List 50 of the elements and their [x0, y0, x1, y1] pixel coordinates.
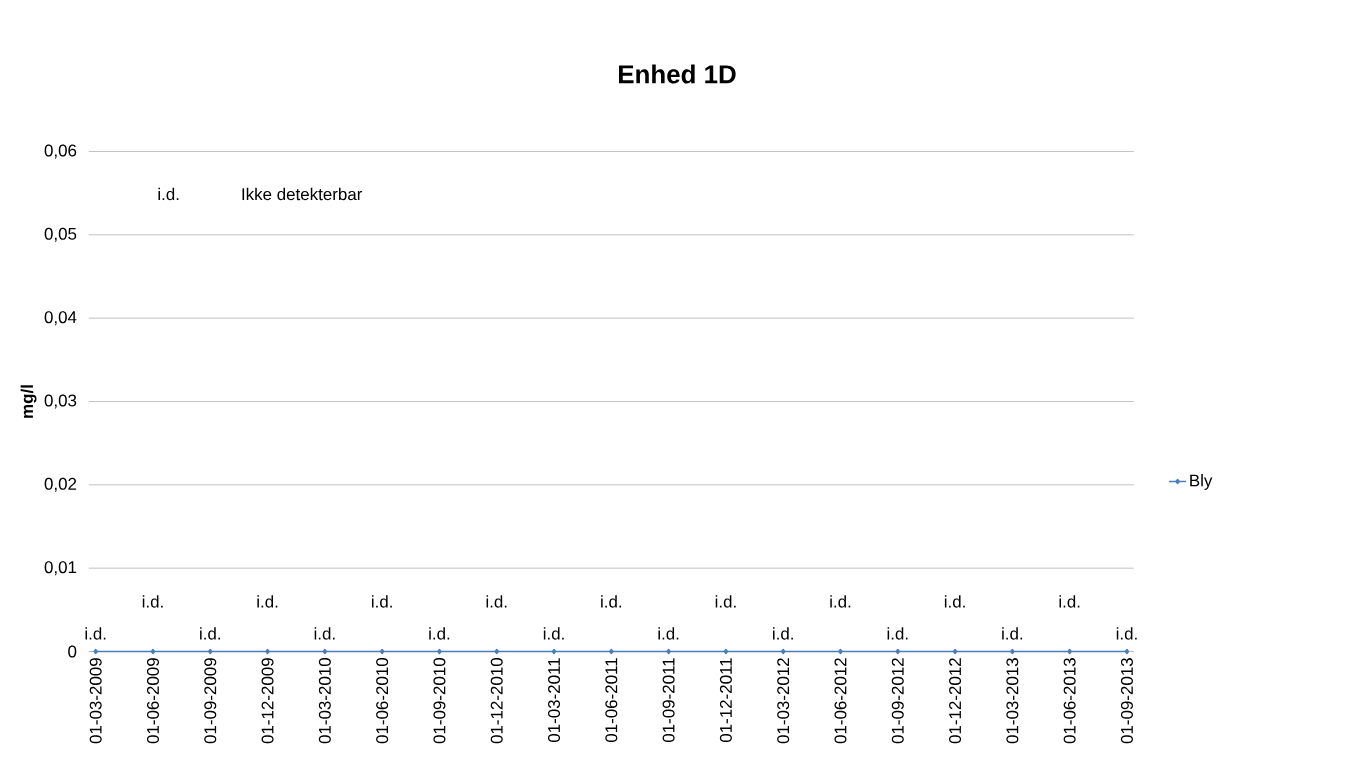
- x-tick-label: 01-06-2012: [834, 658, 847, 744]
- y-tick-label: 0,06: [44, 144, 77, 159]
- x-tick-label: 01-03-2012: [777, 658, 790, 744]
- x-tick-label: 01-09-2009: [204, 658, 217, 744]
- x-tick-label: 01-06-2011: [605, 658, 618, 743]
- data-label: i.d.: [887, 627, 908, 640]
- x-tick-label: 01-12-2011: [719, 658, 732, 743]
- x-tick-label: 01-12-2009: [261, 658, 274, 744]
- data-label: i.d.: [429, 627, 450, 640]
- data-label: i.d.: [200, 627, 221, 640]
- data-label: i.d.: [1059, 595, 1080, 608]
- data-label: i.d.: [601, 595, 622, 608]
- data-label: i.d.: [314, 627, 335, 640]
- x-tick-label: 01-03-2010: [318, 658, 331, 744]
- y-tick-label: 0,04: [44, 311, 77, 326]
- y-axis-title: mg/l: [20, 385, 37, 418]
- data-label: i.d.: [486, 595, 507, 608]
- y-tick-label: 0,02: [44, 477, 77, 492]
- data-label: i.d.: [257, 595, 278, 608]
- data-label: i.d.: [142, 595, 163, 608]
- x-tick-label: 01-03-2011: [548, 658, 561, 743]
- data-label: i.d.: [85, 627, 106, 640]
- data-label: i.d.: [1116, 627, 1137, 640]
- data-label: i.d.: [715, 595, 736, 608]
- annotation: Ikke detekterbar: [242, 187, 363, 201]
- x-tick-label: 01-06-2009: [146, 658, 159, 744]
- data-label: i.d.: [658, 627, 679, 640]
- data-label: i.d.: [773, 627, 793, 640]
- data-label: i.d.: [543, 627, 564, 640]
- x-tick-label: 01-12-2012: [949, 658, 962, 744]
- x-tick-label: 01-09-2013: [1120, 658, 1133, 744]
- chart-title: Enhed 1D: [619, 64, 736, 84]
- legend-label: Bly: [1190, 474, 1213, 490]
- y-tick-label: 0,05: [44, 227, 77, 242]
- x-tick-label: 01-12-2010: [490, 658, 503, 744]
- data-label: i.d.: [830, 595, 851, 608]
- annotation: i.d.: [158, 187, 179, 201]
- data-label: i.d.: [944, 595, 965, 608]
- x-tick-label: 01-03-2013: [1006, 658, 1019, 744]
- y-tick-label: 0,03: [44, 394, 77, 409]
- x-tick-label: 01-06-2010: [376, 658, 389, 744]
- x-tick-label: 01-03-2009: [89, 658, 102, 744]
- x-tick-label: 01-09-2012: [891, 658, 904, 744]
- y-tick-label: 0,01: [44, 561, 77, 576]
- x-tick-label: 01-09-2011: [662, 658, 675, 743]
- data-label: i.d.: [1002, 627, 1023, 640]
- x-tick-label: 01-06-2013: [1063, 658, 1076, 744]
- x-tick-label: 01-09-2010: [433, 658, 446, 744]
- y-tick-label: 0: [68, 645, 77, 658]
- data-label: i.d.: [371, 595, 392, 608]
